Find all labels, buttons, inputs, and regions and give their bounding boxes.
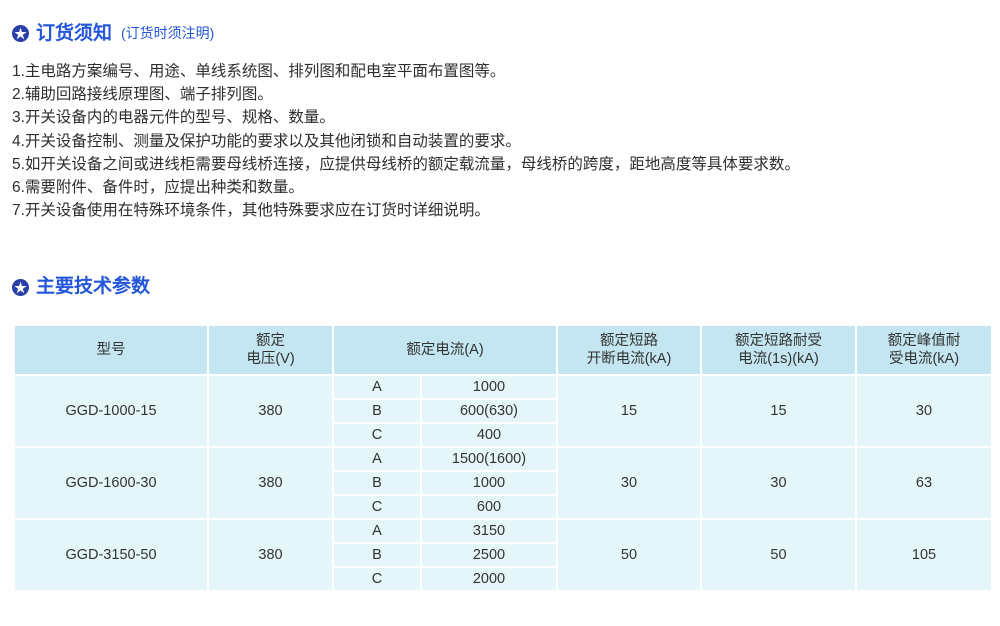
current-value-cell: 1000: [420, 374, 558, 401]
table-row: C 600: [14, 494, 992, 521]
table-row: C 2000: [14, 566, 992, 593]
star-circle-icon: [12, 25, 29, 42]
notice-item: 5.如开关设备之间或进线柜需要母线桥连接，应提供母线桥的额定载流量，母线桥的跨度…: [12, 155, 800, 173]
phase-cell: C: [332, 494, 422, 521]
ordering-notice-subtitle: (订货时须注明): [121, 25, 215, 41]
technical-params-table: 型号 额定 电压(V) 额定电流(A) 额定短路 开断电流(kA) 额定短路耐受…: [13, 324, 993, 593]
notice-item: 2.辅助回路接线原理图、端子排列图。: [12, 86, 273, 104]
phase-cell: A: [332, 446, 422, 473]
table-row: GGD-3150-50 380 A 3150 50 50 105: [13, 518, 993, 593]
notice-item: 4.开关设备控制、测量及保护功能的要求以及其他闭锁和自动装置的要求。: [12, 132, 521, 150]
phase-cell: C: [332, 422, 422, 449]
breaking-cell: 30: [556, 446, 702, 521]
phase-cell: A: [332, 374, 422, 401]
voltage-cell: 380: [207, 446, 334, 521]
star-circle-icon: [12, 278, 29, 296]
table-row: B 1000: [14, 470, 992, 497]
peak-cell: 63: [855, 446, 993, 521]
withstand-cell: 30: [700, 446, 857, 521]
withstand-cell: 50: [700, 518, 857, 593]
model-cell: GGD-3150-50: [13, 518, 209, 593]
peak-cell: 30: [855, 374, 993, 449]
ordering-notice-heading: 订货须知 (订货时须注明): [12, 22, 992, 45]
table-row: B 600(630): [14, 398, 992, 425]
phase-cell: A: [332, 518, 422, 545]
voltage-cell: 380: [207, 518, 334, 593]
catalog-page: 订货须知 (订货时须注明) 1.主电路方案编号、用途、单线系统图、排列图和配电室…: [12, 22, 993, 593]
technical-params-heading: 主要技术参数: [12, 276, 992, 298]
current-value-cell: 1000: [420, 470, 558, 497]
phase-cell: B: [332, 398, 422, 425]
notice-item: 1.主电路方案编号、用途、单线系统图、排列图和配电室平面布置图等。: [12, 63, 506, 80]
col-header-breaking: 额定短路 开断电流(kA): [556, 324, 702, 377]
phase-cell: C: [332, 566, 422, 593]
col-header-current: 额定电流(A): [332, 324, 558, 377]
current-value-cell: 2500: [420, 542, 558, 569]
current-value-cell: 1500(1600): [420, 446, 558, 473]
notice-item: 3.开关设备内的电器元件的型号、规格、数量。: [12, 109, 335, 127]
table-row: GGD-1600-30 380 A 1500(1600) 30 30 63: [13, 446, 993, 521]
ordering-notice-title: 订货须知: [36, 22, 113, 44]
breaking-cell: 50: [556, 518, 702, 593]
current-value-cell: 600(630): [420, 398, 558, 425]
peak-cell: 105: [855, 518, 993, 593]
notice-item: 6.需要附件、备件时，应提出种类和数量。: [12, 179, 304, 197]
table-row: C 400: [14, 422, 992, 449]
table-row: GGD-1000-15 380 A 1000 15 15 30: [13, 374, 993, 449]
col-header-peak: 额定峰值耐 受电流(kA): [855, 324, 993, 377]
model-cell: GGD-1600-30: [13, 446, 209, 521]
model-cell: GGD-1000-15: [13, 374, 209, 449]
current-value-cell: 2000: [420, 566, 558, 593]
current-value-cell: 400: [420, 422, 558, 449]
col-header-model: 型号: [13, 324, 209, 377]
col-header-voltage: 额定 电压(V): [207, 324, 334, 377]
col-header-withstand: 额定短路耐受 电流(1s)(kA): [700, 324, 857, 377]
breaking-cell: 15: [556, 374, 702, 449]
voltage-cell: 380: [207, 374, 334, 449]
table-header-row: 型号 额定 电压(V) 额定电流(A) 额定短路 开断电流(kA) 额定短路耐受…: [13, 324, 993, 377]
current-value-cell: 3150: [420, 518, 558, 545]
phase-cell: B: [332, 470, 422, 497]
technical-params-title: 主要技术参数: [36, 276, 151, 298]
phase-cell: B: [332, 542, 422, 569]
ordering-notice-list: 1.主电路方案编号、用途、单线系统图、排列图和配电室平面布置图等。 2.辅助回路…: [12, 60, 992, 222]
withstand-cell: 15: [700, 374, 857, 449]
notice-item: 7.开关设备使用在特殊环境条件，其他特殊要求应在订货时详细说明。: [12, 202, 490, 220]
current-value-cell: 600: [420, 494, 558, 521]
table-row: B 2500: [14, 542, 992, 569]
